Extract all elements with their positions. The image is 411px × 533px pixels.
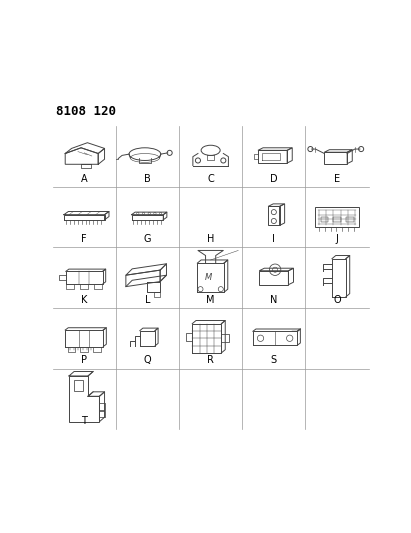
Text: L: L <box>145 295 150 305</box>
Text: O: O <box>333 295 341 305</box>
Text: Q: Q <box>143 356 151 365</box>
Text: C: C <box>207 174 214 184</box>
Bar <box>316 207 359 228</box>
Text: F: F <box>81 235 87 244</box>
Text: P: P <box>81 356 87 365</box>
Text: K: K <box>81 295 88 305</box>
Circle shape <box>167 150 172 156</box>
Text: H: H <box>207 235 214 244</box>
Bar <box>321 217 328 222</box>
Bar <box>333 217 341 222</box>
Text: T: T <box>81 416 87 426</box>
Circle shape <box>308 147 313 151</box>
Bar <box>74 379 83 391</box>
Circle shape <box>359 147 364 151</box>
Text: J: J <box>336 235 339 244</box>
Text: 8108 120: 8108 120 <box>56 106 116 118</box>
Text: N: N <box>270 295 277 305</box>
Text: M: M <box>206 295 215 305</box>
Text: S: S <box>271 356 277 365</box>
Text: A: A <box>81 174 88 184</box>
Text: I: I <box>272 235 275 244</box>
Text: E: E <box>334 174 340 184</box>
Text: R: R <box>207 356 214 365</box>
Text: M: M <box>205 273 212 282</box>
Bar <box>346 217 353 222</box>
Text: B: B <box>144 174 151 184</box>
Text: G: G <box>144 235 151 244</box>
Text: D: D <box>270 174 278 184</box>
